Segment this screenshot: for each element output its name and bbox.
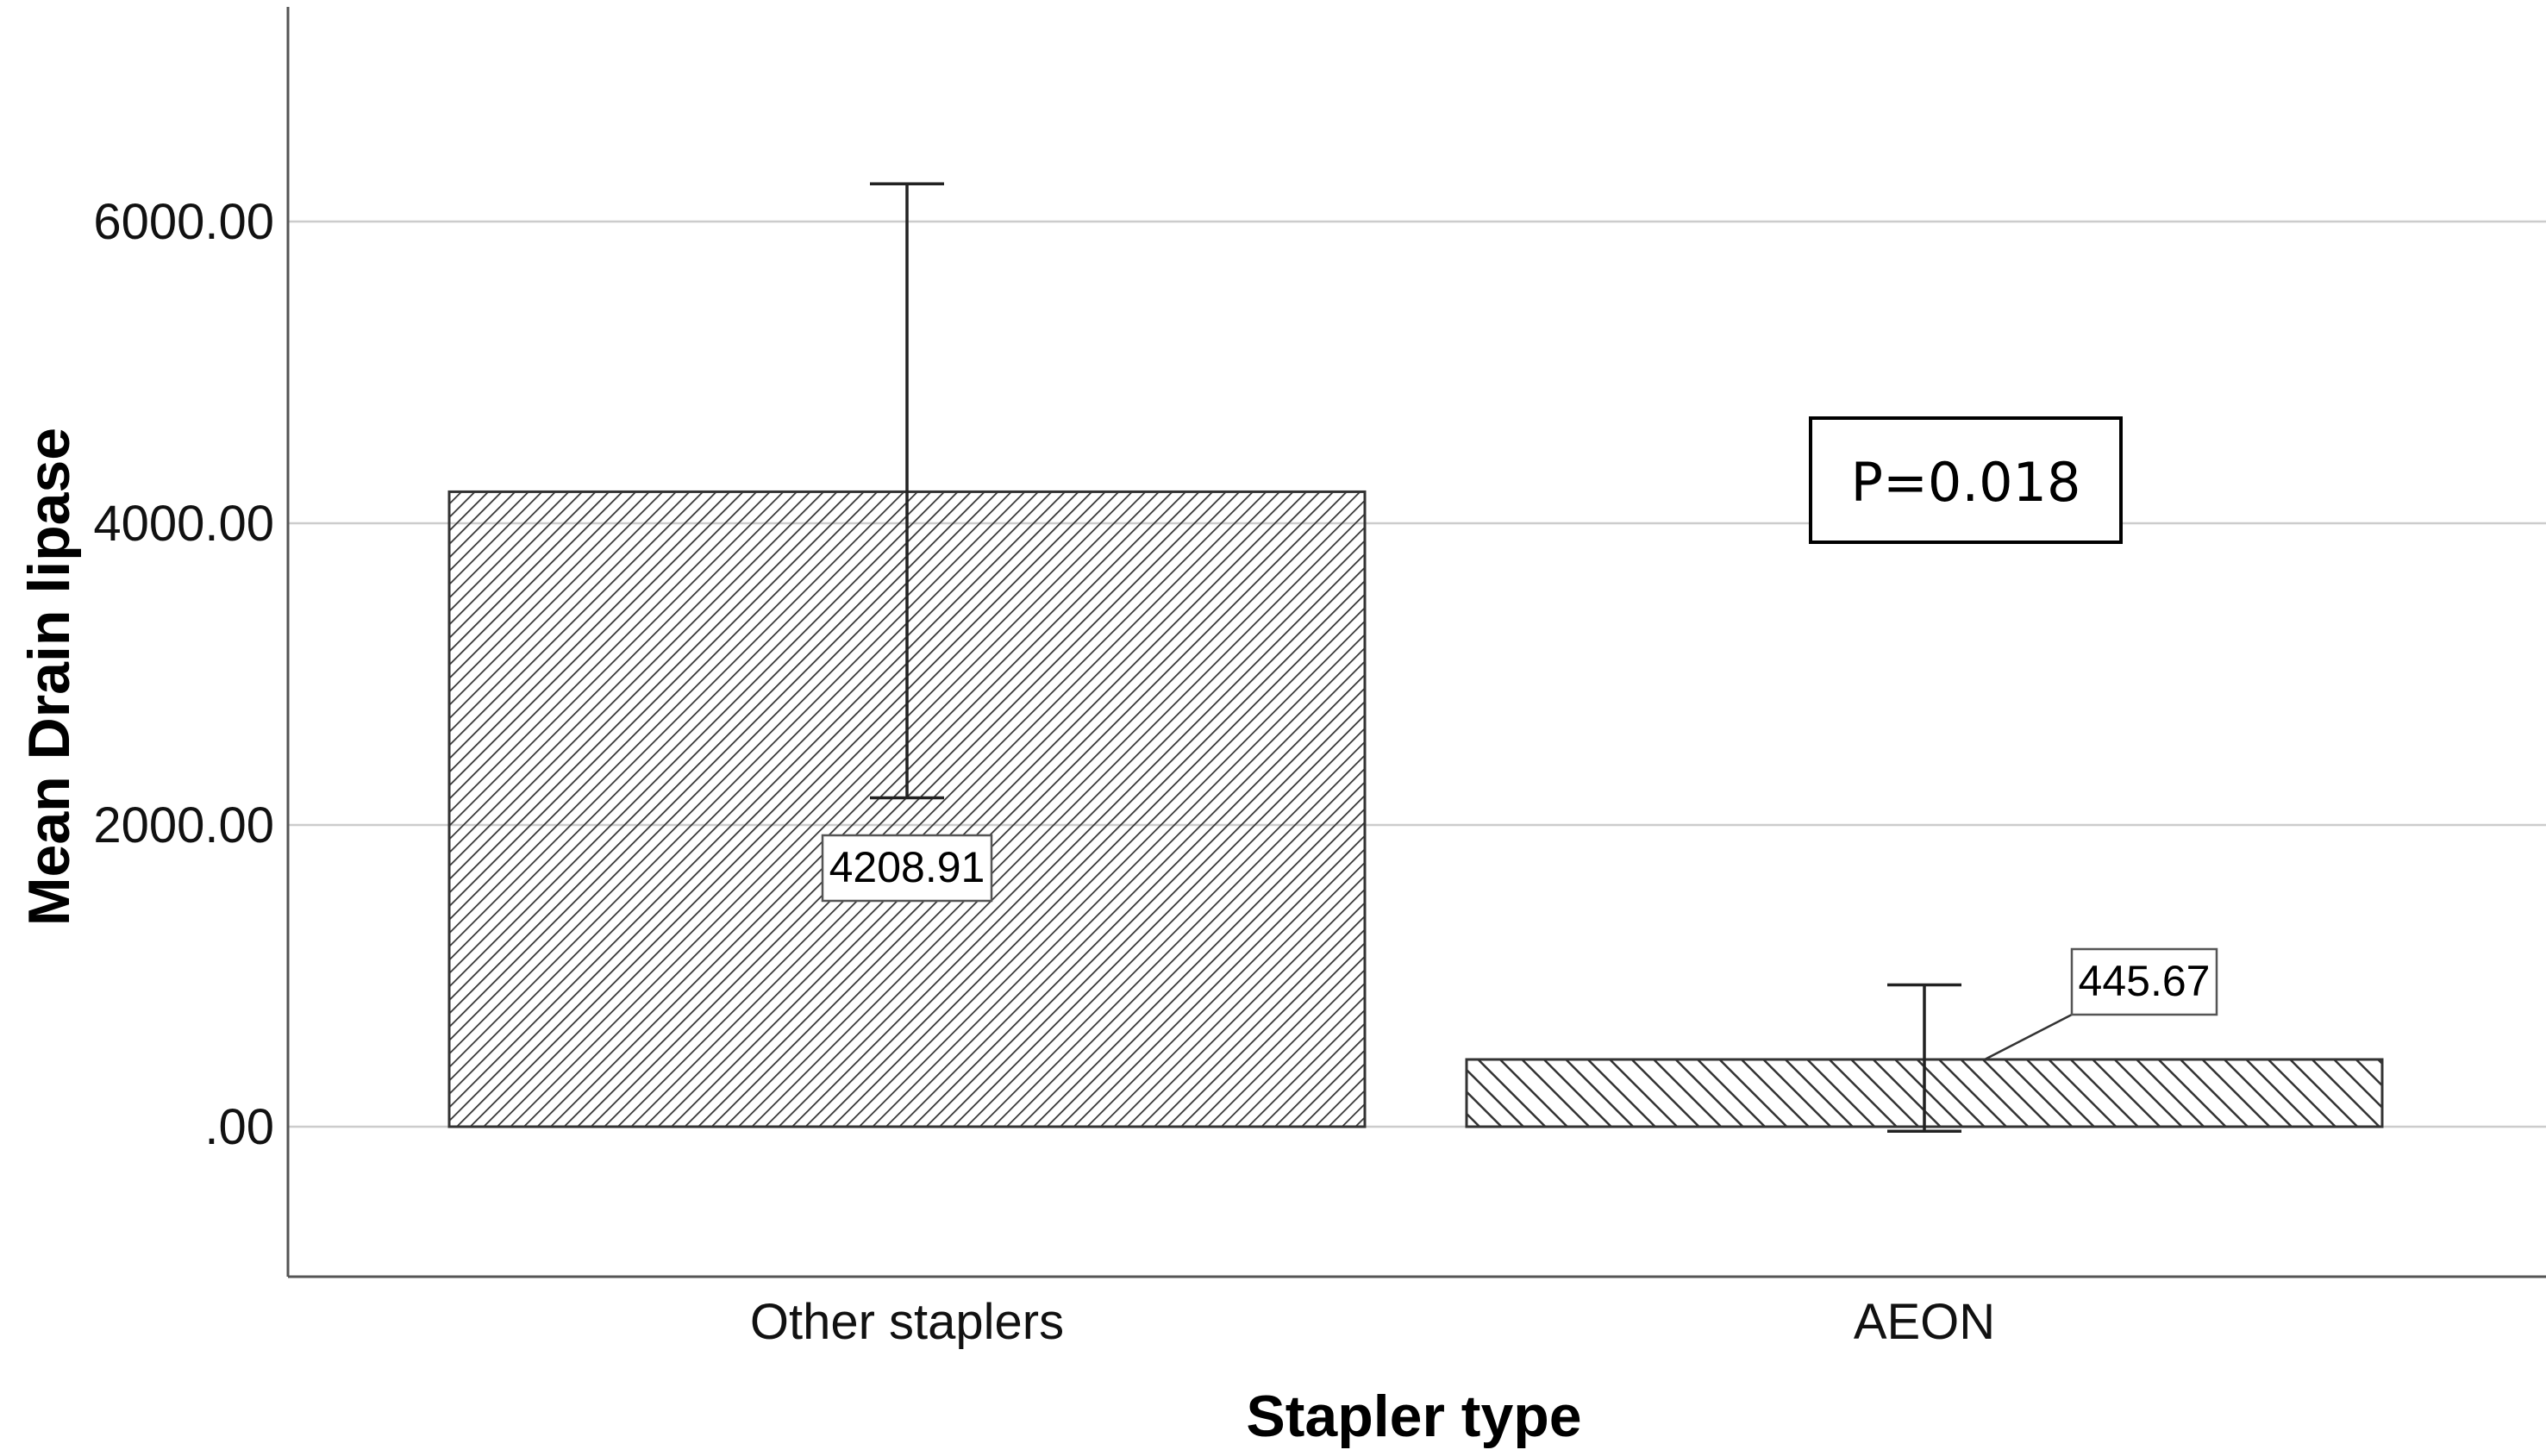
y-tick-label-2: 4000.00 [93,496,274,552]
value-label-0: 4208.91 [829,843,985,891]
error-bars [870,182,1961,1133]
axes [286,7,2546,1278]
x-category-label-1: AEON [1854,1294,1995,1350]
value-label-1: 445.67 [2079,957,2211,1005]
p-value-box [1809,416,2123,544]
value-label-leader-1 [1984,1013,2073,1061]
y-tick-label-3: 6000.00 [93,194,274,250]
p-value-annotation: P=0.018 [1809,416,2123,544]
y-axis-title: Mean Drain lipase [16,428,82,926]
y-tick-label-1: 2000.00 [93,797,274,853]
y-tick-labels: .00 2000.00 4000.00 6000.00 [93,194,274,1155]
p-value-text: P=0.018 [1851,451,2081,514]
value-label-box-0 [821,834,993,903]
x-category-labels: Other staplers AEON [750,1294,1995,1350]
x-axis-title: Stapler type [1246,1384,1581,1449]
x-category-label-0: Other staplers [750,1294,1064,1350]
value-labels: 4208.91 445.67 [821,834,2218,1061]
y-tick-label-0: .00 [204,1099,274,1155]
value-label-box-1 [2070,947,2218,1016]
bars [447,490,2384,1128]
